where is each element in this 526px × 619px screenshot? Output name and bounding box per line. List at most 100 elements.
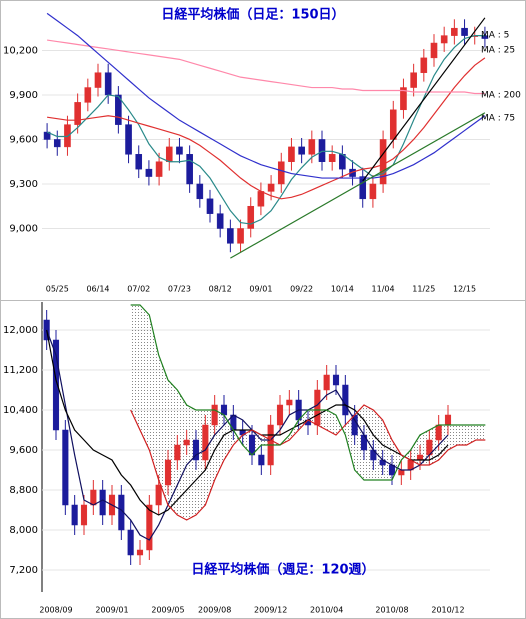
- x-tick-label: 2010/12: [431, 606, 464, 615]
- candle-body: [227, 228, 234, 244]
- candle-body: [136, 549, 144, 556]
- x-tick-label: 2009/05: [151, 606, 184, 615]
- candle-body: [52, 339, 60, 431]
- candle-body: [43, 319, 50, 341]
- x-tick-label: 12/15: [453, 285, 476, 294]
- candle-body: [286, 399, 293, 406]
- x-tick-label: 07/02: [127, 285, 150, 294]
- candle-body: [400, 87, 407, 111]
- candle-body: [298, 146, 305, 155]
- y-tick-label: 9,600: [9, 445, 38, 456]
- candle-body: [115, 94, 122, 125]
- candle-body: [435, 424, 442, 441]
- candle-body: [461, 27, 468, 36]
- x-tick-label: 2009/01: [95, 606, 128, 615]
- ma-line: [47, 39, 485, 95]
- candle-body: [277, 161, 285, 185]
- y-tick-label: 12,000: [3, 325, 38, 336]
- legend-label: MA : 200: [481, 91, 521, 101]
- y-tick-label: 9,900: [9, 90, 38, 101]
- candle-body: [440, 35, 448, 44]
- top-frame: [0, 0, 526, 301]
- candle-body: [351, 414, 358, 436]
- candle-body: [186, 154, 193, 185]
- legend-label: MA : 25: [481, 46, 515, 56]
- x-tick-label: 09/01: [249, 285, 272, 294]
- candle-body: [308, 139, 316, 155]
- candle-body: [155, 484, 162, 506]
- x-tick-label: 09/22: [290, 285, 313, 294]
- candle-body: [359, 176, 367, 200]
- y-tick-label: 8,000: [9, 525, 38, 536]
- x-tick-label: 11/04: [372, 285, 395, 294]
- candle-body: [145, 168, 153, 177]
- x-tick-label: 05/25: [46, 285, 69, 294]
- y-tick-label: 9,300: [9, 179, 38, 190]
- y-tick-label: 11,200: [3, 365, 38, 376]
- candle-body: [323, 374, 330, 391]
- ma-line: [46, 329, 449, 516]
- candle-body: [318, 139, 326, 162]
- candle-body: [420, 57, 428, 73]
- candle-body: [176, 146, 183, 155]
- candle-body: [237, 228, 244, 244]
- candle-body: [248, 434, 256, 456]
- candle-body: [416, 454, 424, 461]
- ma-line: [130, 304, 486, 481]
- x-tick-label: 2010/08: [375, 606, 408, 615]
- x-tick-label: 07/23: [168, 285, 191, 294]
- candle-body: [410, 72, 417, 88]
- legend-label: MA : 5: [481, 31, 509, 41]
- ma-line: [46, 35, 485, 225]
- x-tick-label: 08/12: [209, 285, 232, 294]
- candle-body: [164, 459, 172, 486]
- candle-body: [328, 154, 336, 162]
- candle-body: [342, 384, 349, 416]
- trend-line: [362, 17, 486, 182]
- candle-body: [332, 374, 340, 386]
- candle-body: [74, 102, 81, 125]
- candle-body: [258, 454, 265, 466]
- candle-body: [155, 161, 163, 177]
- ma-line: [46, 12, 486, 179]
- trend-line: [230, 112, 486, 259]
- candle-body: [146, 504, 153, 551]
- candle-body: [247, 205, 255, 229]
- candle-body: [84, 87, 92, 103]
- candle-body: [389, 109, 397, 140]
- x-tick-label: 2009/12: [254, 606, 287, 615]
- candle-body: [211, 404, 218, 426]
- candle-body: [104, 72, 112, 96]
- y-tick-label: 10,200: [3, 45, 38, 56]
- ma-line: [46, 329, 449, 541]
- candle-body: [125, 124, 132, 155]
- chart-title: 日経平均株価（週足：120週）: [191, 562, 374, 578]
- x-tick-label: 2009/08: [198, 606, 231, 615]
- ma-line: [130, 404, 486, 521]
- candle-body: [216, 213, 224, 229]
- candle-body: [127, 529, 134, 556]
- y-tick-label: 7,200: [9, 565, 38, 576]
- candle-body: [94, 72, 102, 88]
- candle-body: [165, 146, 173, 162]
- y-tick-label: 10,400: [3, 405, 38, 416]
- x-tick-label: 2008/09: [39, 606, 72, 615]
- candle-body: [369, 183, 377, 200]
- candle-body: [451, 27, 458, 36]
- candle-body: [192, 439, 200, 461]
- x-tick-label: 06/14: [86, 285, 109, 294]
- x-tick-label: 10/14: [331, 285, 354, 294]
- candle-body: [62, 429, 69, 506]
- plots: 9,000 9,300 9,600 9,900 10,200 05/25 06/14 07/0…: [3, 12, 521, 615]
- candle-body: [183, 439, 190, 446]
- candle-body: [288, 146, 295, 162]
- chart-title: 日経平均株価（日足：150日）: [161, 7, 344, 23]
- candle-body: [314, 389, 321, 426]
- candle-body: [444, 414, 452, 426]
- candle-body: [196, 183, 204, 200]
- legend-label: MA : 75: [481, 114, 515, 124]
- y-tick-label: 8,800: [9, 485, 38, 496]
- candle-body: [398, 469, 405, 476]
- candle-body: [135, 154, 143, 170]
